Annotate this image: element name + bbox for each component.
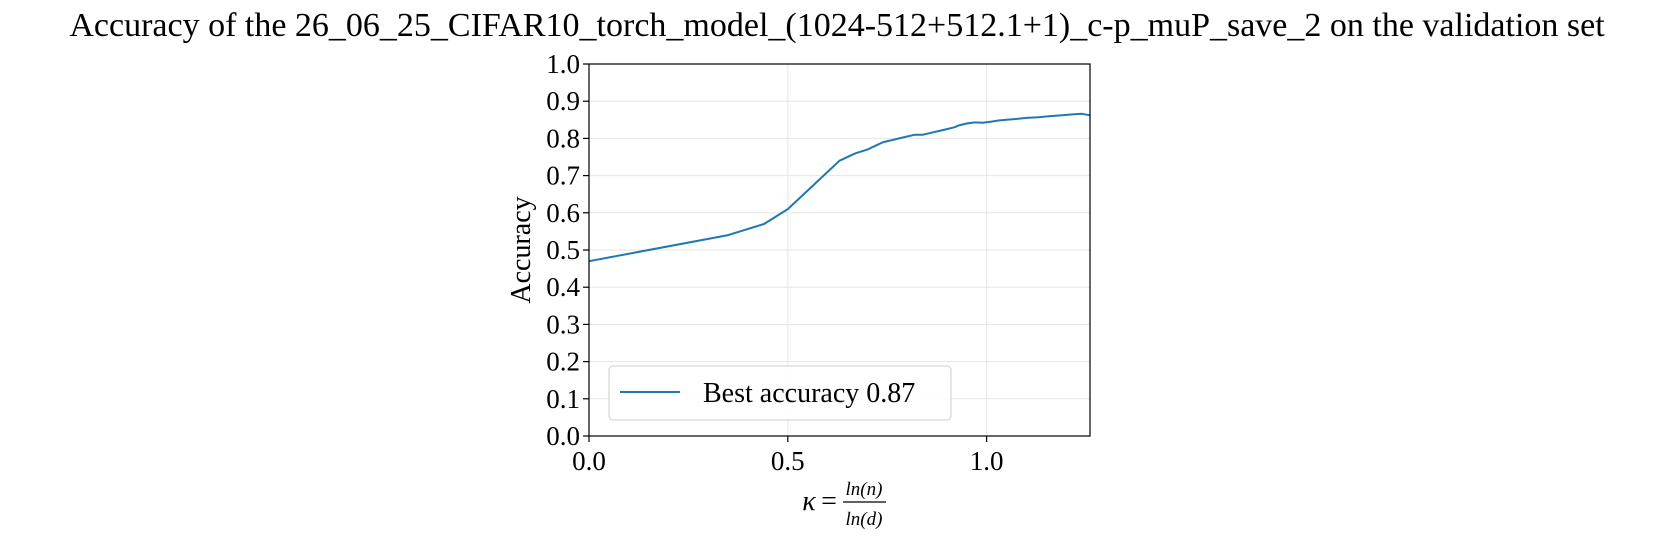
y-axis-label: Accuracy — [506, 196, 537, 303]
y-tick-label: 0.0 — [546, 421, 580, 451]
y-tick-label: 0.3 — [546, 309, 580, 339]
legend-box — [608, 365, 952, 421]
x-axis-label-equals: = — [821, 486, 837, 517]
x-axis-label-symbol: κ — [802, 486, 816, 517]
x-tick-label: 0.5 — [771, 446, 805, 476]
y-tick-label: 0.5 — [546, 235, 580, 265]
y-tick-label: 0.8 — [546, 123, 580, 153]
y-tick-label: 1.0 — [546, 49, 580, 79]
x-axis-label-numerator: ln(n) — [846, 479, 883, 500]
y-tick-label: 0.7 — [546, 161, 580, 191]
x-tick-label: 0.0 — [572, 446, 606, 476]
x-tick-label: 1.0 — [970, 446, 1004, 476]
chart-title: Accuracy of the 26_06_25_CIFAR10_torch_m… — [69, 7, 1605, 44]
x-axis-label-denominator: ln(d) — [846, 509, 883, 530]
legend-label: Best accuracy 0.87 — [703, 378, 915, 409]
y-axis: 0.0 0.1 0.2 0.3 0.4 0.5 0.6 0.7 0.8 0.9 1.0 — [546, 49, 589, 451]
y-tick-label: 0.2 — [546, 347, 580, 377]
legend: Best accuracy 0.87 — [608, 365, 952, 421]
x-axis: 0.0 0.5 1.0 — [572, 436, 1003, 476]
series-layer — [588, 112, 1091, 263]
y-tick-label: 0.9 — [546, 86, 580, 116]
y-tick-label: 0.6 — [546, 198, 580, 228]
x-axis-label: κ = ln(n) ln(d) — [802, 479, 886, 530]
y-tick-label: 0.1 — [546, 384, 580, 414]
series-line — [588, 112, 1091, 263]
y-tick-label: 0.4 — [546, 272, 580, 302]
